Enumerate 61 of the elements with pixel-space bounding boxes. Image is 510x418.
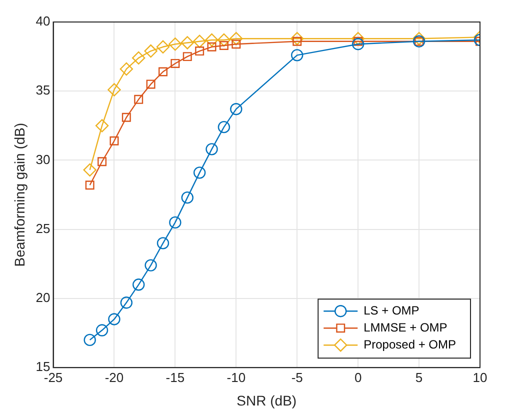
x-tick-label: 5 xyxy=(415,370,423,385)
legend-label: LS + OMP xyxy=(364,303,420,318)
point xyxy=(290,32,304,46)
point xyxy=(110,136,119,146)
point xyxy=(168,38,182,51)
point xyxy=(108,313,120,326)
legend-label: Proposed + OMP xyxy=(364,337,456,352)
x-tick-label: 10 xyxy=(472,370,488,385)
y-tick-label: 30 xyxy=(36,152,50,167)
point xyxy=(195,46,204,56)
point xyxy=(207,42,216,52)
point xyxy=(182,52,192,62)
point xyxy=(169,216,182,229)
point xyxy=(219,41,228,50)
point xyxy=(218,120,230,134)
point xyxy=(85,180,94,190)
y-tick-label: 40 xyxy=(36,14,50,29)
point xyxy=(122,112,131,122)
y-tick-label: 20 xyxy=(36,290,50,306)
point xyxy=(192,34,206,48)
point xyxy=(412,32,426,46)
point xyxy=(134,94,144,104)
point xyxy=(230,102,242,116)
point xyxy=(352,38,364,50)
point xyxy=(206,143,218,156)
x-axis-title: SNR (dB) xyxy=(236,392,297,408)
point xyxy=(181,191,194,204)
y-tick-label: 25 xyxy=(36,220,50,236)
point xyxy=(96,324,108,336)
x-tick-label: -5 xyxy=(291,370,303,385)
point xyxy=(83,163,96,177)
x-tick-label: -20 xyxy=(104,370,124,385)
point xyxy=(144,259,157,272)
x-tick-label: -10 xyxy=(226,370,246,385)
point xyxy=(217,33,231,47)
x-tick-label: -15 xyxy=(166,370,185,385)
point xyxy=(120,296,133,309)
point xyxy=(158,67,168,76)
y-tick-label: 35 xyxy=(36,82,50,98)
legend-label: LMMSE + OMP xyxy=(364,320,448,334)
point xyxy=(351,32,365,46)
point xyxy=(170,58,180,68)
point xyxy=(132,278,145,291)
x-tick-label: 0 xyxy=(354,370,362,385)
point xyxy=(232,40,241,49)
point xyxy=(98,157,107,166)
point xyxy=(84,334,96,346)
point xyxy=(193,166,206,179)
point xyxy=(132,51,146,65)
point xyxy=(144,44,158,58)
point xyxy=(156,237,170,250)
point xyxy=(205,33,218,47)
point xyxy=(95,119,109,132)
point xyxy=(291,49,304,62)
point xyxy=(108,83,121,96)
point xyxy=(120,62,134,76)
point xyxy=(180,36,194,50)
y-axis-title: Beamforming gain (dB) xyxy=(11,122,28,267)
point xyxy=(156,40,170,54)
point xyxy=(230,32,243,46)
point xyxy=(146,80,156,89)
